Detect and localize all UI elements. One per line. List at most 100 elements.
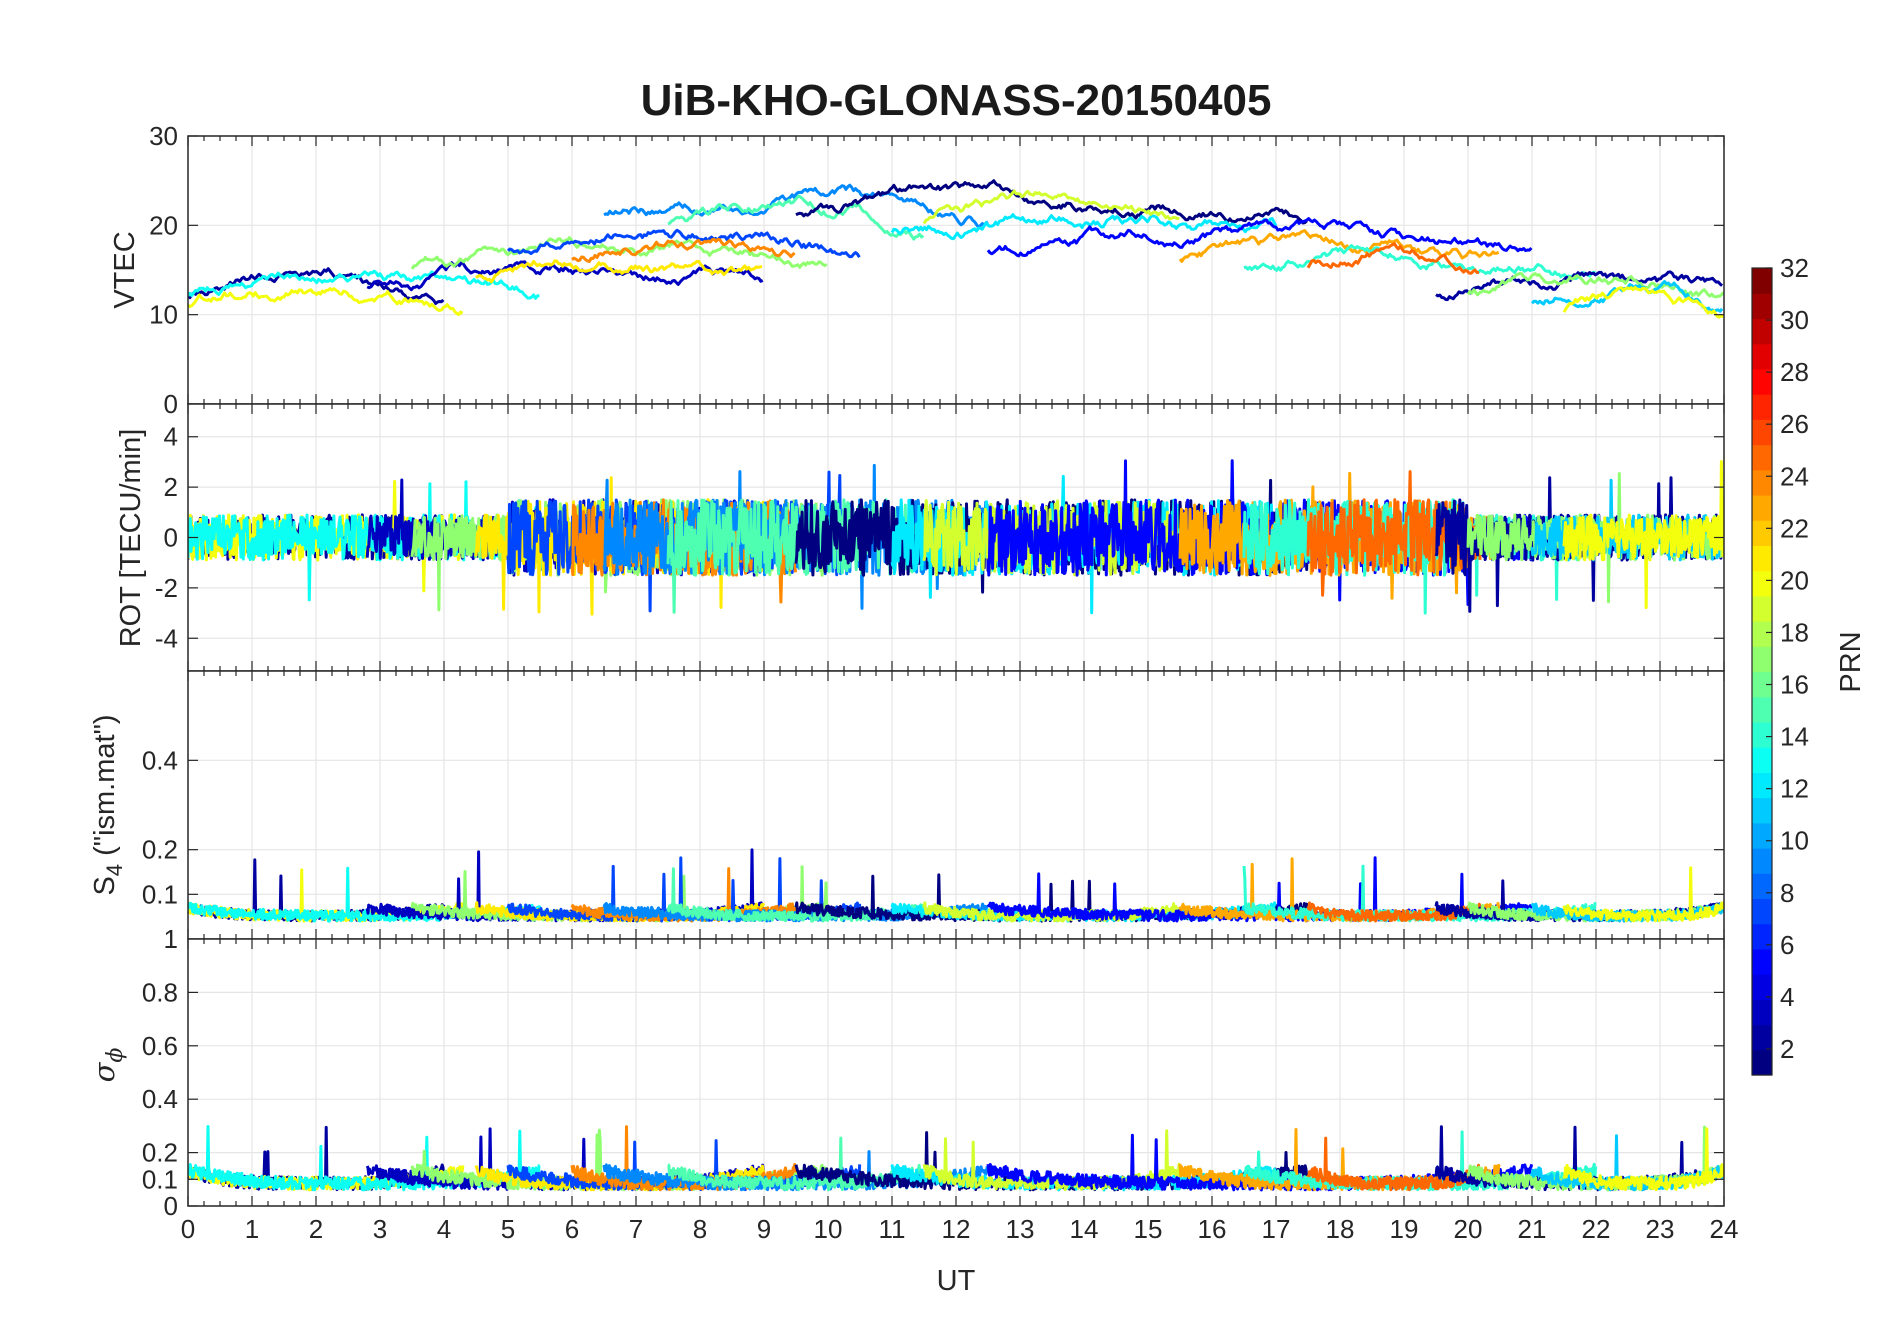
colorbar-tick-label: 12 (1780, 774, 1809, 804)
x-ticks (187, 136, 1725, 404)
x-tick-label: 5 (501, 1214, 515, 1244)
trace-prn-20 (1562, 285, 1724, 319)
colorbar-tick-label: 10 (1780, 826, 1809, 856)
panel-vtec: 0 10 20 30 (149, 121, 1725, 419)
chart-title: UiB-KHO-GLONASS-20150405 (641, 76, 1272, 125)
trace-prn-25 (1306, 242, 1479, 275)
traces-vtec (188, 179, 1724, 319)
colorbar-tick-label: 30 (1780, 305, 1809, 335)
trace-prn-20 (188, 287, 464, 316)
x-tick-label: 15 (1134, 1214, 1163, 1244)
x-tick-label: 17 (1262, 1214, 1291, 1244)
x-tick-label: 0 (181, 1214, 195, 1244)
colorbar-tick-label: 24 (1780, 461, 1809, 491)
colorbar-segment (1752, 444, 1772, 471)
colorbar-segment (1752, 545, 1772, 572)
colorbar-segment (1752, 822, 1772, 849)
ylabel-sigma: σϕ (87, 1048, 128, 1083)
colorbar-segment (1752, 520, 1772, 547)
ylabel-s4-rest: ("ism.mat") (89, 714, 121, 863)
trace-prn-3 (366, 260, 764, 292)
colorbar-frame (1751, 267, 1773, 1076)
colorbar-segment (1752, 293, 1772, 320)
trace-prn-12 (890, 213, 1278, 241)
ylabel-s4: S4 ("ism.mat") (89, 714, 127, 895)
colorbar-tick-label: 16 (1780, 670, 1809, 700)
colorbar-tick-label: 14 (1780, 722, 1809, 752)
ylabel-vtec: VTEC (109, 231, 141, 308)
panel-rot: -4 -2 0 2 4 (155, 403, 1725, 672)
trace-prn-19 (922, 189, 1180, 225)
x-tick-label: 21 (1518, 1214, 1547, 1244)
x-tick-label: 16 (1198, 1214, 1227, 1244)
y-tick-label: 0.1 (142, 1164, 178, 1194)
x-tick-label: 11 (879, 1214, 906, 1244)
colorbar-segment (1752, 974, 1772, 1000)
x-tick-label: 22 (1582, 1214, 1611, 1244)
trace-prn-1 (795, 179, 1308, 225)
y-tick-label: 2 (164, 472, 178, 502)
y-tick-label: -4 (155, 623, 178, 653)
y-tick-label: 0.8 (142, 977, 178, 1007)
trace-prn-24 (571, 237, 796, 263)
colorbar-segment (1752, 595, 1772, 622)
ylabel-s4-main: S (89, 876, 121, 895)
trace-prn-2 (1435, 270, 1724, 302)
colorbar-segment (1752, 268, 1772, 294)
y-tick-label: 0.2 (142, 835, 178, 865)
trace-prn-14 (1243, 244, 1596, 281)
y-tick-label: 0.6 (142, 1031, 178, 1061)
colorbar-tick-label: 2 (1780, 1034, 1794, 1064)
ylabel-sigma-main: σ (87, 1061, 121, 1082)
colorbar-tick-label: 26 (1780, 409, 1809, 439)
colorbar-segment (1752, 570, 1772, 597)
traces-s4 (188, 848, 1724, 923)
y-tick-label: 0.2 (142, 1138, 178, 1168)
colorbar-label: PRN (1835, 631, 1867, 692)
colorbar-segment (1752, 494, 1772, 521)
y-tick-label: 10 (149, 300, 178, 330)
x-tick-label: 14 (1070, 1214, 1099, 1244)
y-tick-label: 0.1 (142, 879, 178, 909)
colorbar-tick-label: 32 (1780, 253, 1809, 283)
colorbar-tick-label: 8 (1780, 878, 1794, 908)
trace-prn-20 (1562, 866, 1724, 923)
y-tick-label: 0.4 (142, 745, 178, 775)
trace-prn-5 (986, 217, 1533, 258)
y-tick-label: 30 (149, 121, 178, 151)
trace-prn-7 (506, 228, 861, 259)
colorbar-segment (1752, 646, 1772, 673)
colorbar-segment (1752, 671, 1772, 698)
trace-prn-13 (188, 269, 540, 300)
x-tick-label: 20 (1454, 1214, 1483, 1244)
x-tick-label: 3 (373, 1214, 387, 1244)
traces-sigma (188, 1125, 1724, 1192)
colorbar-segment (1752, 721, 1772, 748)
xlabel: UT (937, 1265, 976, 1297)
trace-prn-21 (475, 259, 763, 284)
x-tick-label: 8 (693, 1214, 707, 1244)
x-ticks (187, 404, 1725, 671)
colorbar-segment (1752, 999, 1772, 1026)
trace-prn-20 (1562, 460, 1724, 609)
x-tick-label: 19 (1390, 1214, 1419, 1244)
y-tick-label: -2 (155, 573, 178, 603)
trace-prn-9 (603, 183, 989, 229)
trace-prn-25 (1306, 1136, 1482, 1192)
x-tick-label: 4 (437, 1214, 451, 1244)
colorbar-tick-label: 6 (1780, 930, 1794, 960)
y-tick-label: 0 (164, 1191, 178, 1221)
colorbar-tick-label: 18 (1780, 617, 1809, 647)
x-tick-label: 9 (757, 1214, 771, 1244)
trace-prn-20 (1562, 1127, 1724, 1192)
colorbar-tick-label: 22 (1780, 513, 1809, 543)
y-tick-label: 0 (164, 389, 178, 419)
ylabel-rot: ROT [TECU/min] (115, 429, 147, 648)
trace-prn-17 (410, 236, 828, 270)
y-tick-label: 0.4 (142, 1084, 178, 1114)
x-tick-label: 2 (309, 1214, 323, 1244)
colorbar-segment (1752, 873, 1772, 900)
colorbar-segment (1752, 318, 1772, 345)
